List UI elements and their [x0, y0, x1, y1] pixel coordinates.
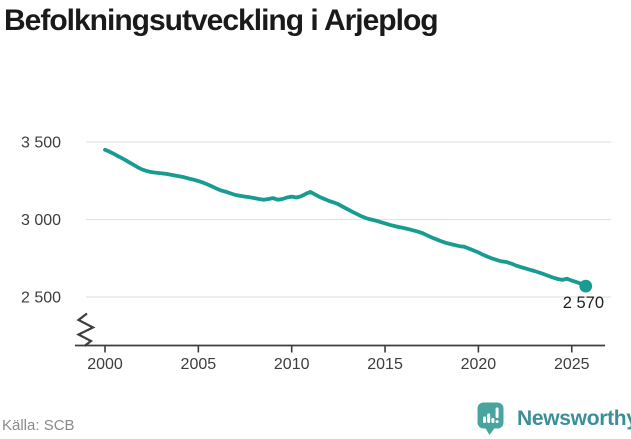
series-end-dot — [579, 279, 593, 293]
population-trend-line — [103, 147, 588, 289]
newsworthy-logo[interactable]: Newsworthy — [477, 402, 631, 436]
y-axis-tick-label: 2 500 — [21, 290, 61, 307]
newsworthy-bubble-chart-icon — [477, 402, 504, 435]
chart-title: Befolkningsutveckling i Arjeplog — [4, 4, 439, 37]
newsworthy-wordmark: Newsworthy — [517, 407, 631, 430]
x-axis-tick-label: 2000 — [87, 356, 123, 373]
x-axis-tick-label: 2015 — [367, 356, 403, 373]
x-axis-tick-label: 2005 — [181, 356, 217, 373]
source-credit: Källa: SCB — [2, 417, 75, 434]
x-axis-tick-label: 2025 — [554, 356, 590, 373]
y-axis-tick-label: 3 500 — [21, 135, 61, 152]
x-axis-tick-label: 2010 — [274, 356, 310, 373]
axis-break-icon — [76, 312, 96, 347]
end-value-label: 2 570 — [563, 294, 604, 312]
y-axis-tick-label: 3 000 — [21, 212, 61, 229]
x-axis-tick-label: 2020 — [461, 356, 497, 373]
